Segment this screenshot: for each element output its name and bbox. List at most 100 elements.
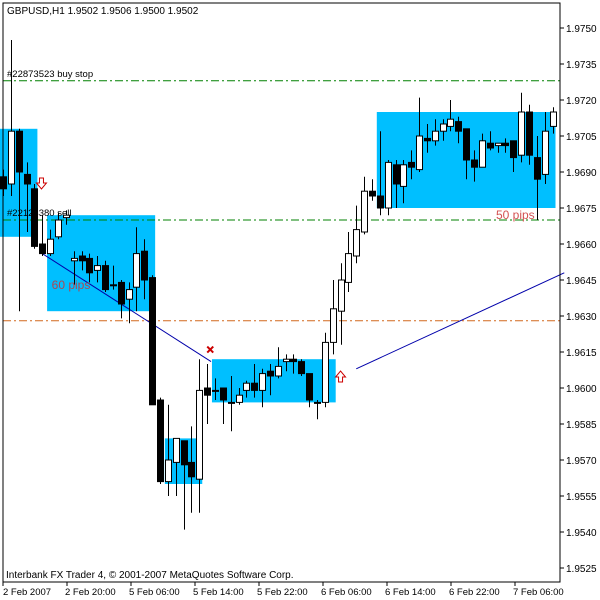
bear-candle-body xyxy=(510,140,517,159)
close-cross-icon xyxy=(206,345,214,354)
candle xyxy=(534,136,541,220)
sell-arrow-icon xyxy=(35,177,48,190)
bear-candle-body xyxy=(526,111,533,156)
bull-candle-body xyxy=(243,382,250,391)
bull-candle-body xyxy=(330,308,337,343)
candle xyxy=(243,380,250,398)
candle xyxy=(377,131,384,216)
bull-candle-body xyxy=(400,164,407,187)
candle xyxy=(196,359,203,513)
candle xyxy=(102,260,109,292)
bull-candle-body xyxy=(126,289,133,300)
price-tick-label: 1.9600 xyxy=(566,384,597,395)
candle xyxy=(550,107,557,134)
bull-candle-body xyxy=(212,389,219,392)
bear-candle-body xyxy=(24,173,31,185)
time-tick-label: 7 Feb 06:00 xyxy=(513,587,564,598)
price-tick-label: 1.9690 xyxy=(566,168,597,179)
candle xyxy=(385,160,392,216)
candle xyxy=(173,437,180,496)
bull-candle-body xyxy=(338,279,345,312)
candle xyxy=(353,205,360,264)
bear-candle-body xyxy=(393,164,400,185)
bull-candle-body xyxy=(479,140,486,168)
candle xyxy=(487,131,494,151)
price-tick-label: 1.9720 xyxy=(566,96,597,107)
candle xyxy=(228,376,235,432)
price-axis[interactable]: 1.9750 1.9735 1.9720 1.9705 1.9690 1.9675 1.96… xyxy=(560,24,597,575)
candle xyxy=(393,160,400,208)
candle xyxy=(251,364,258,398)
trendline xyxy=(356,272,565,370)
bear-candle-body xyxy=(408,161,415,168)
candle xyxy=(55,212,62,240)
candle xyxy=(463,128,470,180)
bull-candle-body xyxy=(47,238,54,255)
candle xyxy=(8,40,15,196)
bull-candle-body xyxy=(259,373,266,391)
candle xyxy=(345,232,352,292)
bear-candle-body xyxy=(181,440,188,466)
candle xyxy=(510,140,517,172)
bull-candle-body xyxy=(236,394,243,403)
candle xyxy=(165,404,172,496)
bull-candle-body xyxy=(518,111,525,156)
bull-candle-body xyxy=(550,111,557,127)
candle xyxy=(267,364,274,396)
bear-candle-body xyxy=(251,382,258,391)
bull-candle-body xyxy=(63,214,70,219)
candle xyxy=(157,397,164,484)
candle xyxy=(149,275,156,406)
candle xyxy=(479,133,486,168)
candle xyxy=(495,142,502,153)
copyright-footer: Interbank FX Trader 4, © 2001-2007 MetaQ… xyxy=(6,570,294,581)
bull-candle-body xyxy=(345,253,352,283)
price-tick-label: 1.9645 xyxy=(566,276,597,287)
bear-candle-body xyxy=(290,358,297,363)
order-label: #22123380 sell xyxy=(7,208,71,219)
bull-candle-body xyxy=(228,401,235,404)
price-tick-label: 1.9705 xyxy=(566,132,597,143)
bear-candle-body xyxy=(220,387,227,401)
bull-candle-body xyxy=(447,118,454,127)
bear-candle-body xyxy=(204,387,211,396)
bull-candle-body xyxy=(133,253,140,288)
candles-layer xyxy=(0,40,557,530)
bear-candle-body xyxy=(463,128,470,161)
candle xyxy=(526,104,533,165)
candle xyxy=(259,368,266,408)
candle xyxy=(298,359,305,376)
candle xyxy=(212,378,219,400)
bull-candle-body xyxy=(416,135,423,171)
bull-candle-body xyxy=(55,219,62,238)
price-tick-label: 1.9525 xyxy=(566,564,597,575)
bear-candle-body xyxy=(31,188,38,247)
candle xyxy=(71,251,78,285)
candle xyxy=(39,215,46,256)
time-axis[interactable]: 2 Feb 2007 2 Feb 20:00 5 Feb 06:00 5 Feb 14… xyxy=(2,582,564,598)
time-tick-label: 5 Feb 06:00 xyxy=(129,587,180,598)
bull-candle-body xyxy=(110,284,117,287)
bull-candle-body xyxy=(542,130,549,175)
bull-candle-body xyxy=(495,142,502,147)
symbol-info: GBPUSD,H1 1.9502 1.9506 1.9500 1.9502 xyxy=(7,6,199,17)
candle xyxy=(542,112,549,184)
bear-candle-body xyxy=(157,399,164,483)
candle xyxy=(314,400,321,420)
candle xyxy=(63,210,70,225)
candle xyxy=(290,354,297,374)
time-tick-label: 6 Feb 22:00 xyxy=(449,587,500,598)
candle xyxy=(369,179,376,201)
bear-candle-body xyxy=(487,142,494,149)
price-tick-label: 1.9735 xyxy=(566,60,597,71)
bear-candle-body xyxy=(118,281,125,305)
bull-candle-body xyxy=(432,130,439,142)
bull-candle-body xyxy=(314,401,321,404)
bear-candle-body xyxy=(502,142,509,147)
candle xyxy=(322,332,329,408)
candle xyxy=(306,373,313,408)
candle xyxy=(447,100,454,132)
candle xyxy=(133,227,140,312)
price-tick-label: 1.9660 xyxy=(566,240,597,251)
